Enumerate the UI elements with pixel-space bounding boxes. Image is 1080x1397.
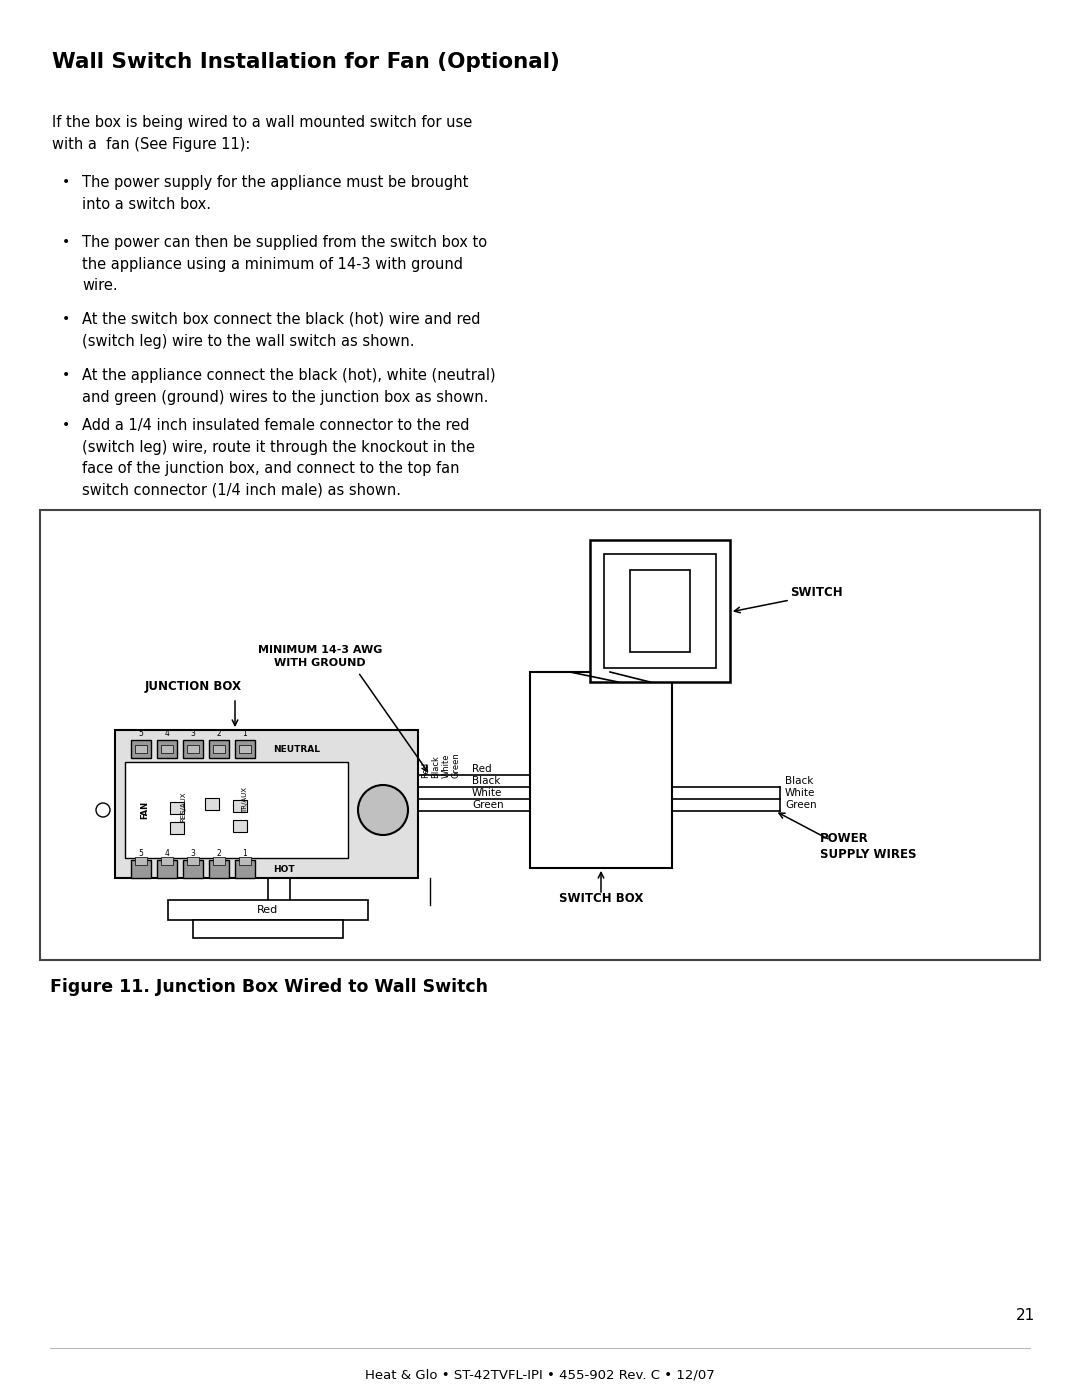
Bar bbox=[235, 740, 255, 759]
Text: 1: 1 bbox=[243, 849, 247, 858]
Bar bbox=[157, 740, 177, 759]
Text: If the box is being wired to a wall mounted switch for use
with a  fan (See Figu: If the box is being wired to a wall moun… bbox=[52, 115, 472, 152]
Text: 4: 4 bbox=[164, 729, 170, 738]
Text: 3: 3 bbox=[190, 729, 195, 738]
Text: •: • bbox=[62, 235, 70, 249]
Text: Green: Green bbox=[785, 800, 816, 810]
Text: Green: Green bbox=[472, 800, 503, 810]
Text: Red: Red bbox=[421, 761, 431, 778]
Text: Red: Red bbox=[257, 905, 279, 915]
Text: White: White bbox=[472, 788, 502, 798]
Bar bbox=[205, 798, 219, 810]
Text: Wall Switch Installation for Fan (Optional): Wall Switch Installation for Fan (Option… bbox=[52, 52, 559, 73]
Bar bbox=[114, 731, 418, 877]
Text: Black: Black bbox=[785, 775, 813, 787]
Text: 5: 5 bbox=[138, 849, 144, 858]
Text: Heat & Glo • ST-42TVFL-IPI • 455-902 Rev. C • 12/07: Heat & Glo • ST-42TVFL-IPI • 455-902 Rev… bbox=[365, 1368, 715, 1382]
Bar bbox=[239, 745, 251, 753]
Text: 2: 2 bbox=[217, 849, 221, 858]
Text: RES/AUX: RES/AUX bbox=[180, 792, 186, 823]
Bar bbox=[170, 821, 184, 834]
Text: At the appliance connect the black (hot), white (neutral)
and green (ground) wir: At the appliance connect the black (hot)… bbox=[82, 367, 496, 405]
Bar bbox=[168, 900, 368, 921]
Text: FAN: FAN bbox=[140, 800, 149, 819]
Text: White: White bbox=[442, 753, 450, 778]
Text: Green: Green bbox=[451, 752, 460, 778]
Text: 5: 5 bbox=[138, 729, 144, 738]
Bar bbox=[183, 861, 203, 877]
Bar bbox=[213, 856, 225, 865]
Text: Figure 11. Junction Box Wired to Wall Switch: Figure 11. Junction Box Wired to Wall Sw… bbox=[50, 978, 488, 996]
Bar bbox=[239, 856, 251, 865]
Text: •: • bbox=[62, 312, 70, 326]
Text: Black: Black bbox=[472, 775, 500, 787]
Bar bbox=[131, 740, 151, 759]
Text: 2: 2 bbox=[217, 729, 221, 738]
Text: •: • bbox=[62, 367, 70, 381]
Circle shape bbox=[357, 785, 408, 835]
Bar bbox=[530, 672, 672, 868]
Circle shape bbox=[96, 803, 110, 817]
Text: SWITCH: SWITCH bbox=[789, 585, 842, 598]
Bar bbox=[187, 856, 199, 865]
Bar bbox=[233, 820, 247, 833]
Bar bbox=[125, 761, 348, 858]
Text: White: White bbox=[785, 788, 815, 798]
Text: MINIMUM 14-3 AWG
WITH GROUND: MINIMUM 14-3 AWG WITH GROUND bbox=[258, 645, 382, 668]
Bar bbox=[161, 745, 173, 753]
Bar bbox=[210, 740, 229, 759]
Text: 4: 4 bbox=[164, 849, 170, 858]
Bar bbox=[210, 861, 229, 877]
Text: Red: Red bbox=[472, 764, 491, 774]
Bar bbox=[235, 861, 255, 877]
Bar bbox=[590, 541, 730, 682]
Text: NEUTRAL: NEUTRAL bbox=[273, 746, 320, 754]
Text: HOT: HOT bbox=[273, 866, 295, 875]
Text: SWITCH BOX: SWITCH BOX bbox=[558, 893, 644, 905]
Text: The power can then be supplied from the switch box to
the appliance using a mini: The power can then be supplied from the … bbox=[82, 235, 487, 293]
Bar bbox=[131, 861, 151, 877]
Bar bbox=[135, 856, 147, 865]
Bar bbox=[161, 856, 173, 865]
Bar bbox=[157, 861, 177, 877]
Bar bbox=[193, 921, 343, 937]
Text: JUNCTION BOX: JUNCTION BOX bbox=[145, 680, 242, 693]
Text: TR/AUX: TR/AUX bbox=[242, 787, 248, 813]
Bar bbox=[187, 745, 199, 753]
Bar bbox=[135, 745, 147, 753]
Text: Black: Black bbox=[432, 756, 441, 778]
Text: The power supply for the appliance must be brought
into a switch box.: The power supply for the appliance must … bbox=[82, 175, 469, 211]
Text: Add a 1/4 inch insulated female connector to the red
(switch leg) wire, route it: Add a 1/4 inch insulated female connecto… bbox=[82, 418, 475, 497]
Text: 1: 1 bbox=[243, 729, 247, 738]
Text: 21: 21 bbox=[1016, 1308, 1035, 1323]
Bar bbox=[40, 510, 1040, 960]
Bar bbox=[183, 740, 203, 759]
Text: POWER
SUPPLY WIRES: POWER SUPPLY WIRES bbox=[820, 833, 917, 861]
Text: •: • bbox=[62, 418, 70, 432]
Bar bbox=[604, 555, 716, 668]
Text: •: • bbox=[62, 175, 70, 189]
Bar bbox=[233, 800, 247, 812]
Bar bbox=[630, 570, 690, 652]
Bar bbox=[170, 802, 184, 814]
Text: 3: 3 bbox=[190, 849, 195, 858]
Text: At the switch box connect the black (hot) wire and red
(switch leg) wire to the : At the switch box connect the black (hot… bbox=[82, 312, 481, 349]
Bar bbox=[213, 745, 225, 753]
